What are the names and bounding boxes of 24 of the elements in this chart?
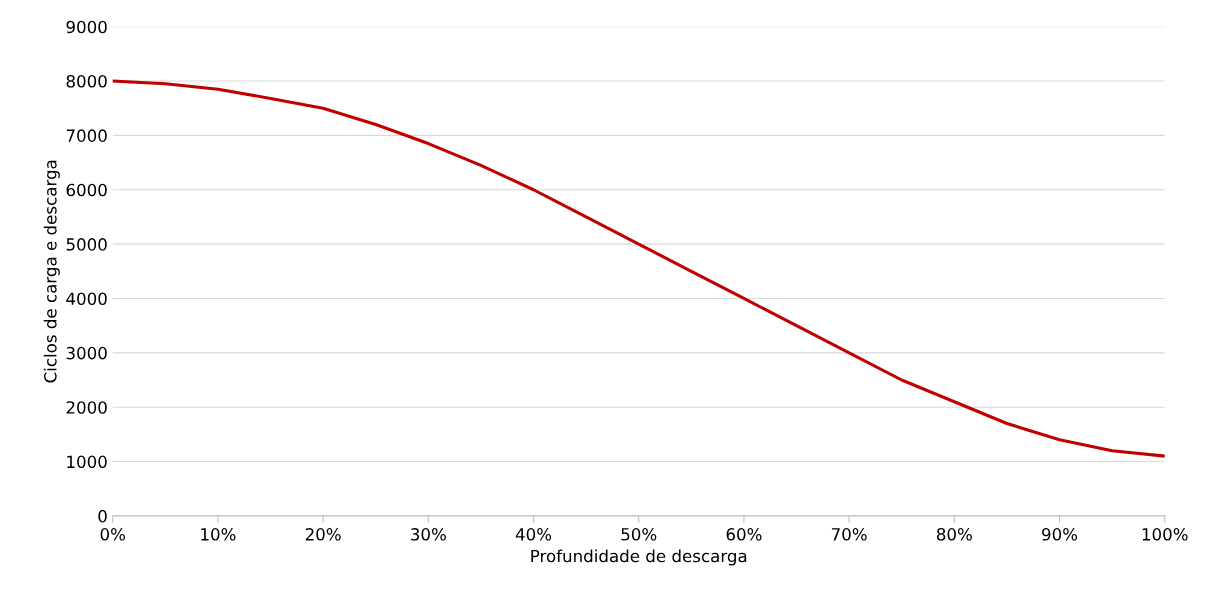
x-tick-label: 70%	[831, 528, 867, 541]
y-tick-label: 3000	[66, 346, 107, 360]
y-tick-label: 5000	[66, 238, 107, 251]
x-tick-label: 80%	[936, 528, 972, 541]
x-tick-label: 20%	[305, 528, 341, 541]
x-tick-label: 30%	[411, 528, 446, 541]
x-tick-label: 50%	[621, 528, 657, 541]
x-tick-label: 10%	[201, 528, 236, 541]
y-tick-label: 9000	[66, 20, 107, 34]
x-tick-label: 100%	[1142, 528, 1188, 541]
y-tick-label: 1000	[67, 455, 107, 469]
y-tick-label: 4000	[66, 292, 107, 306]
y-tick-label: 7000	[66, 129, 107, 142]
x-tick-label: 40%	[515, 528, 552, 541]
x-tick-label: 60%	[726, 528, 762, 541]
y-axis-title: Ciclos de carga e descarga	[43, 160, 60, 383]
line-series	[112, 79, 1165, 458]
y-tick-label: 2000	[66, 401, 107, 414]
x-axis-title: Profundidade de descarga	[531, 549, 747, 566]
x-tick-label: 0%	[100, 528, 126, 541]
y-tick-label: 6000	[66, 183, 107, 197]
y-tick-label: 0	[98, 509, 107, 523]
y-tick-label: 8000	[66, 75, 107, 88]
x-tick-label: 90%	[1042, 528, 1078, 541]
